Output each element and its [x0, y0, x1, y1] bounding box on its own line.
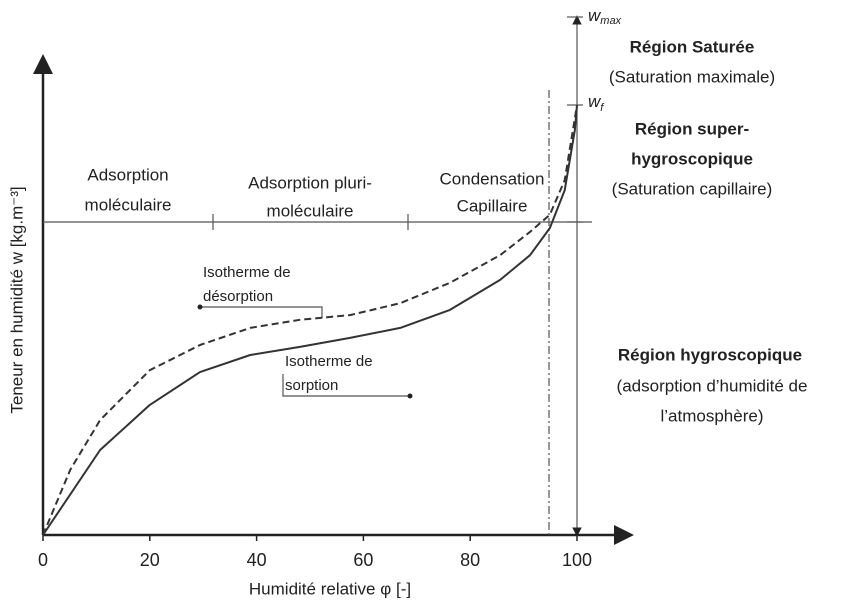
zone-label: moléculaire [267, 201, 354, 220]
x-tick-label: 100 [562, 550, 592, 570]
region-text: (adsorption d’humidité de [617, 376, 808, 395]
level-subscript: f [600, 102, 604, 114]
zone-label: Capillaire [457, 196, 528, 215]
annotation: Isotherme de [203, 264, 291, 281]
leader [282, 374, 410, 397]
leader [200, 306, 323, 318]
x-tick-label: 60 [353, 550, 373, 570]
annotation: désorption [203, 288, 273, 305]
annotation: Isotherme de [285, 353, 373, 370]
region-title: Région super- [635, 119, 749, 138]
leader-dot [407, 393, 413, 399]
region-title: Région Saturée [630, 37, 755, 56]
region-text: (Saturation maximale) [609, 67, 775, 86]
region-text: l’atmosphère) [661, 406, 764, 425]
zone-label: Adsorption pluri- [248, 173, 372, 192]
zone-label: Condensation [440, 169, 545, 188]
leader-dot [197, 304, 203, 310]
x-axis-label: Humidité relative φ [-] [249, 579, 411, 598]
level-label: wf [588, 92, 604, 113]
isotherm-line [42, 105, 578, 536]
x-tick-label: 0 [38, 550, 48, 570]
level-label: wmax [588, 6, 622, 26]
zone-label: moléculaire [85, 195, 172, 214]
level-symbol: w [588, 92, 602, 111]
region-text: (Saturation capillaire) [612, 179, 773, 198]
level-subscript: max [600, 15, 621, 27]
annotation: sorption [285, 377, 338, 394]
isotherm-line [42, 104, 578, 536]
region-title: Région hygroscopique [618, 345, 802, 364]
y-axis-label: Teneur en humidité w [kg.m⁻³] [7, 186, 26, 413]
x-tick-label: 20 [140, 550, 160, 570]
x-tick-label: 40 [247, 550, 267, 570]
region-title: hygroscopique [631, 149, 753, 168]
x-tick-label: 80 [460, 550, 480, 570]
level-symbol: w [588, 6, 602, 25]
zone-label: Adsorption [87, 165, 168, 184]
